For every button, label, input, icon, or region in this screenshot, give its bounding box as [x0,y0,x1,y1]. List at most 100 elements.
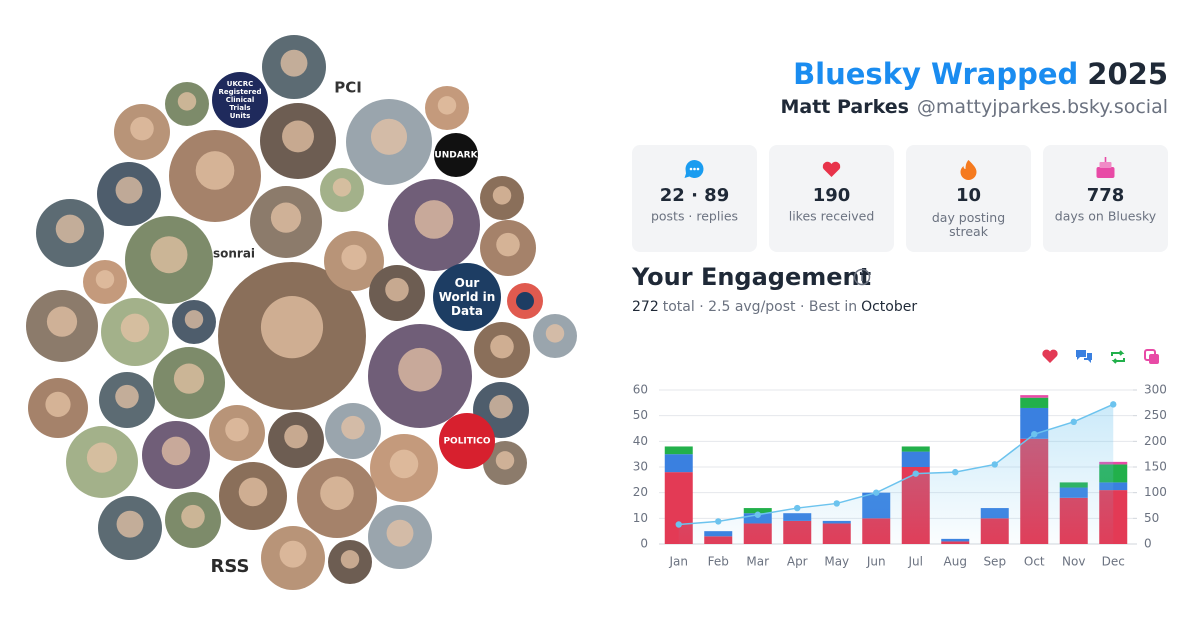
avatar-face [341,415,365,440]
line-area [678,404,1114,544]
y-tick-label: 50 [633,408,648,422]
avatar-face [386,519,414,547]
avatar [434,133,478,177]
x-tick-label: Aug [944,555,967,569]
legend-icon[interactable] [1076,350,1092,363]
stat-label: posts · replies [651,209,738,224]
y-tick-label: 40 [633,434,648,448]
x-tick-label: Mar [746,555,769,569]
avatar-face [115,176,143,204]
stat-value: 190 [813,185,851,206]
legend-icon[interactable] [1111,350,1125,364]
avatar-face [45,391,71,417]
avatar-face [115,384,139,409]
summary: total · 2.5 avg/post · Best in [663,299,857,315]
x-tick-label: Jun [866,555,886,569]
avatar-label: UKCRC Registered Clinical Trials Units [218,80,261,120]
stat-value: 22 · 89 [660,185,729,206]
avatar-face [184,310,204,329]
avatar-label: RSS [211,556,250,577]
stat-label: days on Bluesky [1055,209,1157,224]
line-point [754,511,761,518]
avatar-face [496,232,520,257]
x-tick-label: Oct [1024,555,1045,569]
avatar-face [332,178,352,197]
avatar-face [284,424,308,449]
engagement-summary: 272 total · 2.5 avg/post · Best in October [632,299,917,315]
x-tick-label: May [824,555,849,569]
avatar-face [389,449,419,479]
user-name: Matt Parkes [780,96,908,118]
avatar-face [341,244,367,270]
avatar-face [282,120,314,153]
avatar-face [414,200,454,239]
avatar-face [173,363,205,394]
bar-segment [901,451,930,467]
x-tick-label: Feb [708,555,729,569]
stat-icon [1096,157,1115,178]
line-point [873,489,880,496]
y2-tick-label: 250 [1144,408,1167,422]
avatar [439,413,495,469]
avatar-label: UNDARK [434,151,478,161]
avatar-face [270,202,302,233]
avatar [212,72,268,128]
user: Matt Parkes @mattyjparkes.bsky.social [780,96,1168,118]
avatar-face [437,96,457,115]
x-tick-label: Nov [1062,555,1085,569]
y2-tick-label: 100 [1144,485,1167,499]
avatar-face [385,277,409,302]
bar-segment [743,508,772,514]
bar-segment [664,454,693,473]
line-point [794,504,801,512]
line-point [675,521,682,528]
stat-icon [822,161,841,177]
legend [1042,349,1159,364]
bar-segment [901,446,930,452]
legend-icon[interactable] [1144,349,1159,364]
line-point [715,518,722,525]
bar-segment [664,446,693,455]
avatar-face [120,313,150,343]
avatar-face [130,116,154,141]
y-tick-label: 20 [633,485,648,499]
user-handle: @mattyjparkes.bsky.social [917,96,1168,118]
line-point [991,461,998,468]
stat-value: 778 [1087,185,1125,206]
bar-segment [1020,395,1049,398]
line-point [1070,418,1077,426]
engagement-title: Your Engagement [631,263,871,291]
avatar-face [225,417,249,442]
x-tick-label: Jan [669,555,689,569]
avatar-face [238,477,268,507]
avatar-face [55,214,85,244]
avatar-face [150,236,188,274]
y2-tick-label: 300 [1144,383,1167,397]
y-tick-label: 30 [633,460,648,474]
year: 2025 [1087,57,1168,91]
avatar-face [490,334,514,359]
avatar [516,292,534,310]
avatar [433,263,501,331]
avatar-face [489,394,513,419]
stat-value: 10 [956,185,981,206]
y-tick-label: 60 [633,383,648,397]
avatar-label: Our World in Data [439,276,496,318]
x-tick-label: Sep [983,555,1006,569]
line-point [1031,430,1038,438]
brand: Bluesky Wrapped [793,57,1078,91]
avatar-face [86,442,118,473]
avatar-face [279,540,307,568]
line-point [952,468,959,476]
info-icon[interactable] [853,268,871,286]
avatar-face [181,504,205,529]
y-tick-label: 0 [640,537,648,551]
bar-segment [1020,397,1049,408]
stat-label: likes received [789,209,875,224]
x-tick-label: Dec [1102,555,1125,569]
legend-icon[interactable] [1042,349,1058,363]
avatar-face [177,92,197,111]
avatar-face [95,270,115,289]
line-point [833,500,840,507]
avatar-face [116,510,144,538]
